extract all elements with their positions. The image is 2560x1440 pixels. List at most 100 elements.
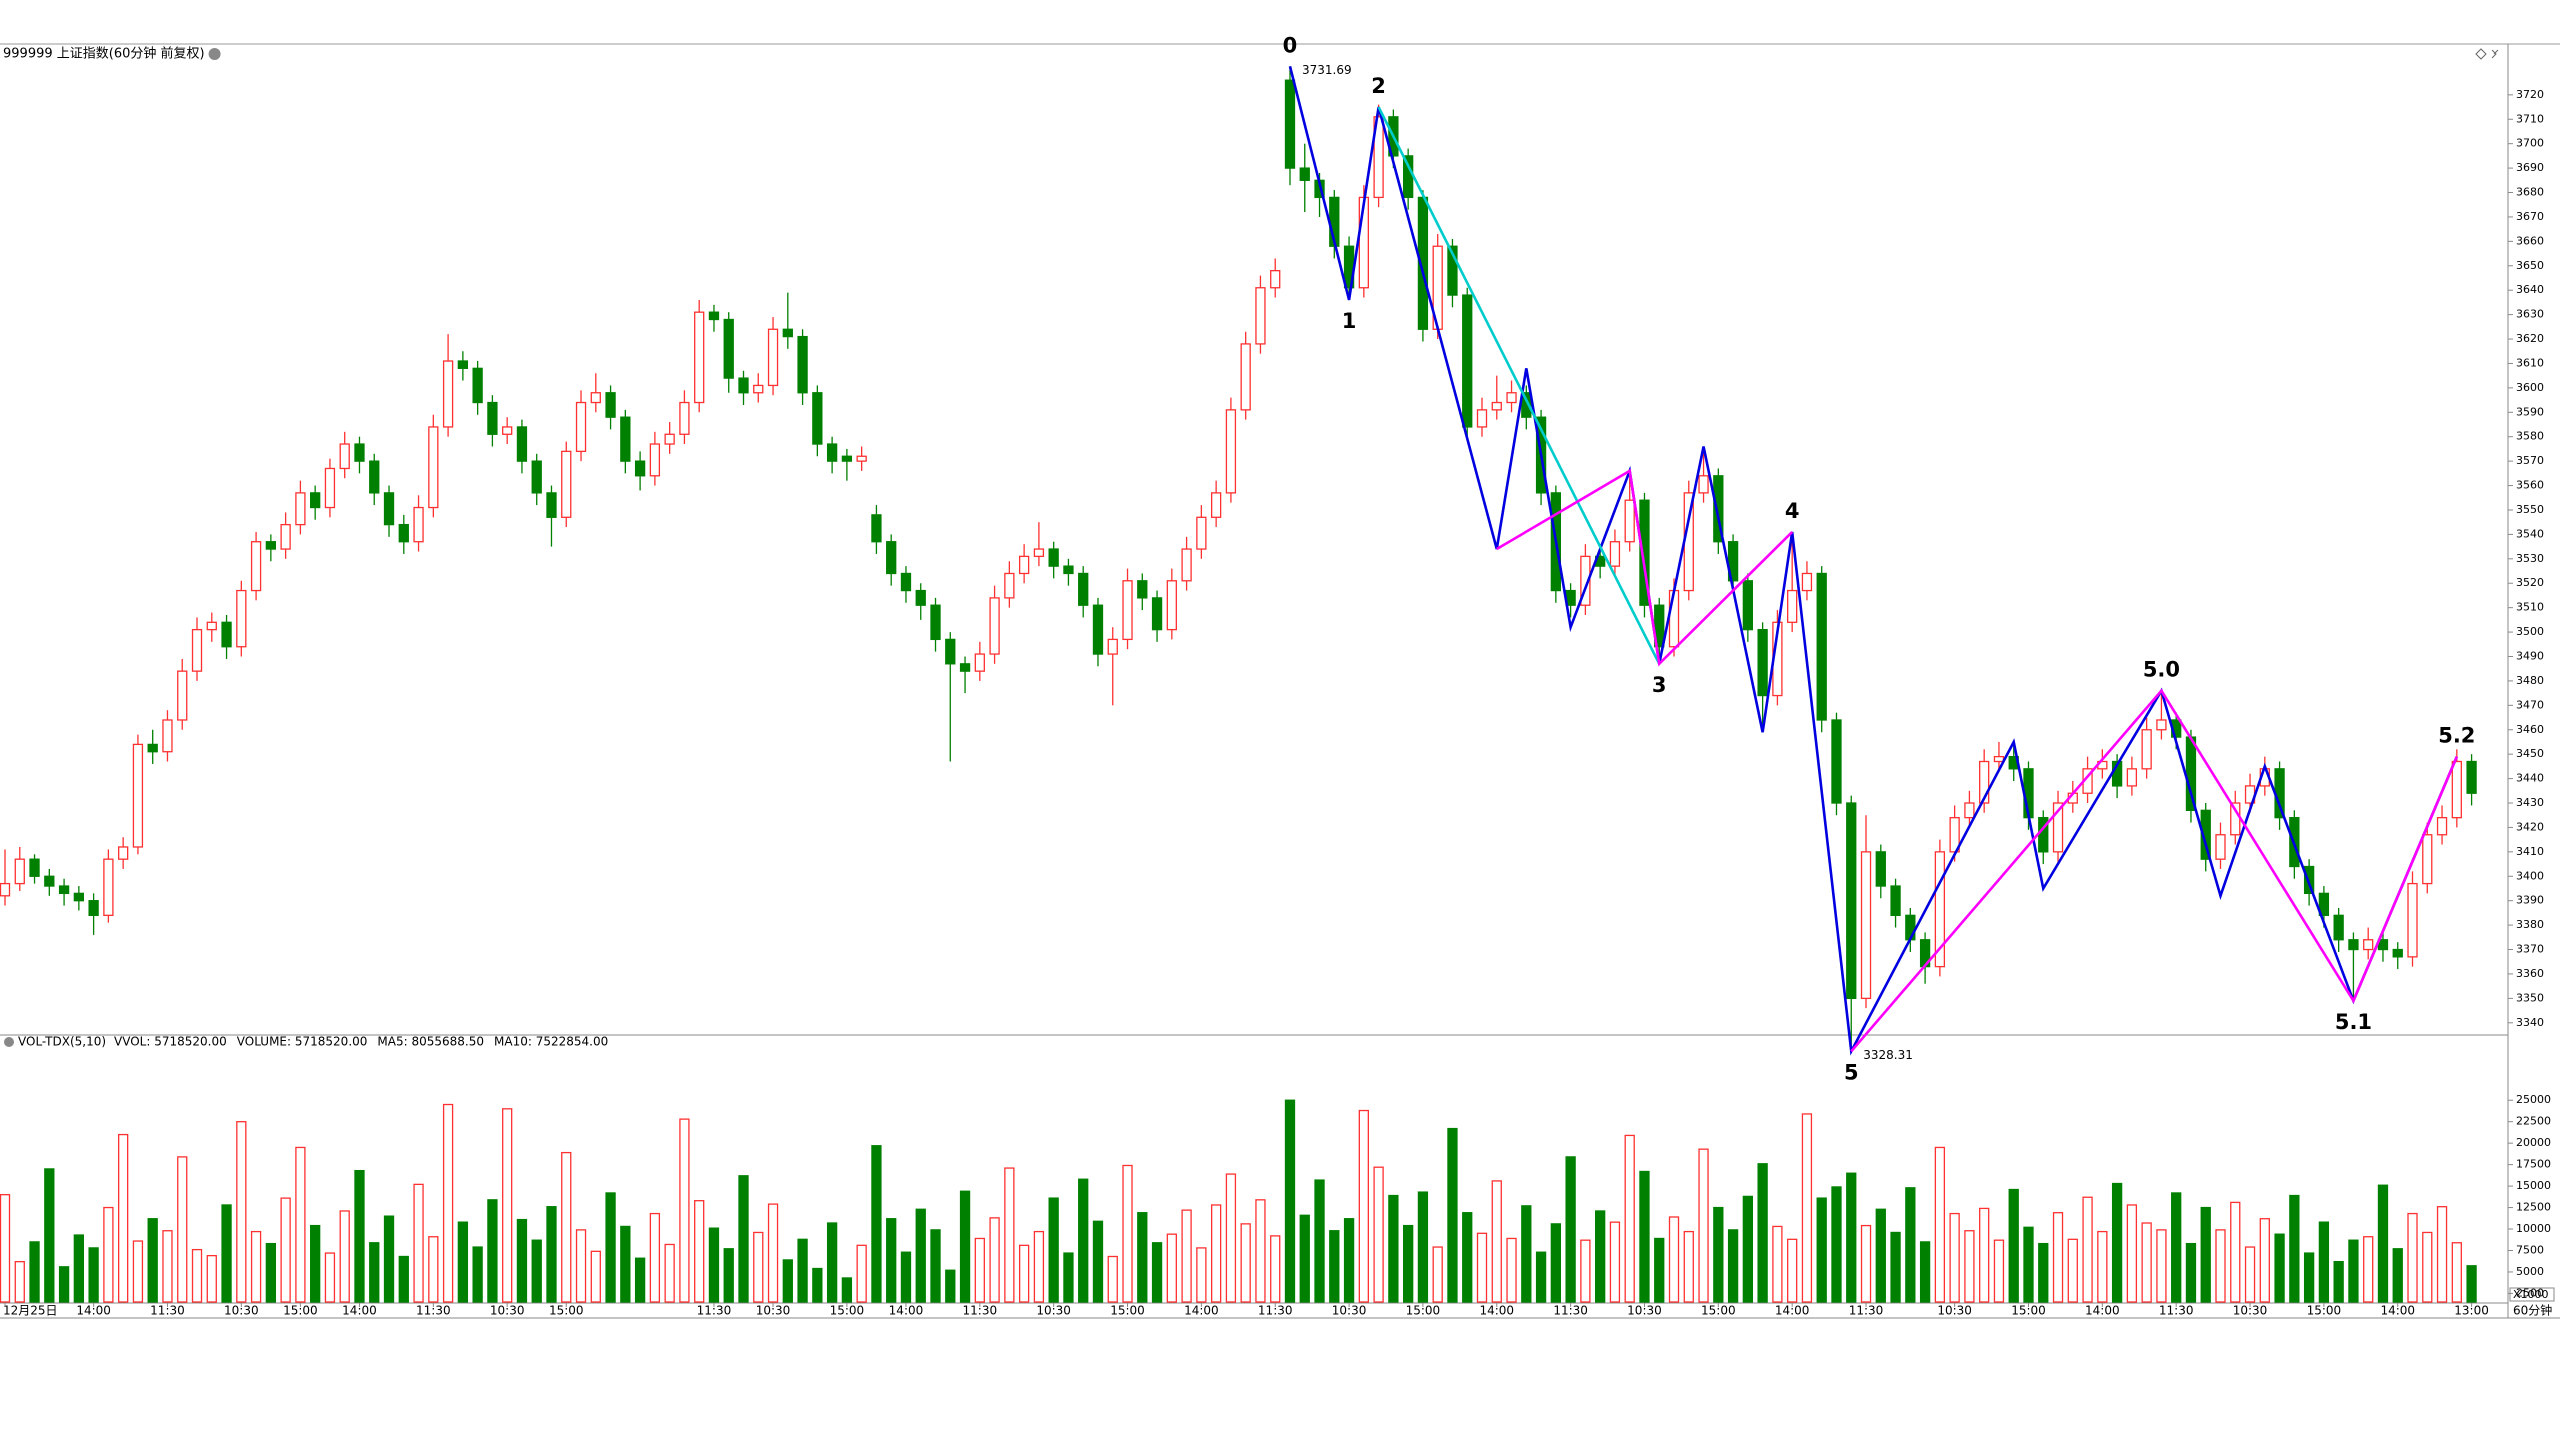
volume-bar (1595, 1210, 1606, 1303)
volume-bar (236, 1121, 247, 1303)
panel-icon[interactable] (2475, 48, 2487, 60)
candle-body (1151, 597, 1163, 631)
candle-body (280, 523, 291, 550)
y-tick-label: 3650 (2516, 259, 2544, 272)
volume-tick-label: 12500 (2516, 1201, 2551, 1214)
volume-tick-label: 15000 (2516, 1179, 2551, 1192)
volume-bar (1004, 1167, 1015, 1303)
candle-body (1713, 475, 1724, 543)
candle-body (1993, 755, 2005, 763)
candle-body (1270, 270, 1281, 289)
volume-bar (1343, 1218, 1355, 1303)
volume-readout: MA5: 8055688.50 (377, 1035, 484, 1049)
candle-body (2333, 914, 2344, 941)
x-tick-label: 10:30 (2233, 1304, 2268, 1318)
volume-bar (280, 1197, 291, 1303)
candle-body (88, 900, 99, 916)
candle-body (14, 858, 25, 885)
volume-bar (1713, 1206, 1724, 1303)
candle-body (812, 392, 823, 445)
candle-body (2052, 802, 2064, 853)
x-tick-label: 15:00 (1701, 1304, 1736, 1318)
volume-bar (1727, 1229, 1739, 1303)
volume-icon[interactable] (4, 1037, 14, 1047)
volume-bar (856, 1244, 867, 1303)
candle-body (2407, 882, 2418, 958)
volume-bar (1654, 1237, 1665, 1303)
volume-bar (2215, 1229, 2226, 1303)
candle-body (265, 541, 277, 550)
volume-bar (103, 1206, 114, 1303)
volume-bar (2451, 1242, 2462, 1303)
volume-bar (1979, 1207, 1990, 1303)
volume-bar (2407, 1212, 2418, 1303)
volume-bar (2244, 1246, 2256, 1303)
volume-bar (428, 1236, 439, 1303)
volume-bar (14, 1260, 25, 1303)
wave-label: 0 (1283, 33, 1298, 57)
volume-bar (516, 1218, 528, 1303)
volume-bar (1565, 1156, 1576, 1303)
y-tick-label: 3420 (2516, 820, 2544, 833)
candle-body (959, 663, 971, 672)
candle-body (398, 523, 409, 543)
candle-body (1964, 802, 1975, 819)
candle-body (915, 589, 926, 606)
y-tick-label: 3600 (2516, 381, 2544, 394)
volume-tick-label: 10000 (2516, 1222, 2551, 1235)
volume-bar (310, 1224, 321, 1303)
candle-body (989, 597, 1000, 655)
volume-bar (29, 1241, 40, 1303)
x-tick-label: 10:30 (1332, 1304, 1367, 1318)
y-tick-label: 3660 (2516, 234, 2544, 247)
volume-bar (531, 1239, 542, 1303)
candle-body (2363, 939, 2374, 951)
candle-body (1521, 392, 1532, 418)
volume-bar (812, 1267, 823, 1303)
candle-body (1801, 572, 1813, 592)
candle-body (2451, 760, 2462, 819)
y-tick-label: 3610 (2516, 356, 2544, 369)
volume-bar (2082, 1196, 2093, 1303)
volume-bar (88, 1247, 99, 1303)
title-icon[interactable] (208, 48, 221, 60)
wave-label: 5.0 (2143, 658, 2180, 682)
y-tick-label: 3560 (2516, 479, 2544, 492)
candle-body (1255, 287, 1266, 345)
panel-icon[interactable] (2491, 49, 2499, 59)
y-tick-label: 3460 (2516, 723, 2544, 736)
volume-bar (2008, 1188, 2019, 1303)
volume-bar (826, 1222, 838, 1303)
volume-bar (250, 1230, 262, 1303)
wave-label: 5.2 (2438, 724, 2475, 748)
x-tick-label: 11:30 (963, 1304, 998, 1318)
candle-body (2466, 760, 2477, 794)
candle-body (1624, 499, 1635, 543)
candle-body (1875, 851, 1886, 887)
candle-body (2318, 892, 2330, 916)
x-tick-label: 10:30 (1937, 1304, 1972, 1318)
volume-bar (1787, 1238, 1798, 1303)
candle-body (1757, 628, 1768, 697)
volume-bar (1299, 1214, 1310, 1303)
candle-body (2422, 834, 2433, 885)
candle-body (1934, 851, 1946, 968)
volume-bar (723, 1248, 734, 1303)
volume-bar (1196, 1247, 1207, 1303)
volume-bar (2363, 1236, 2374, 1303)
wave-line (1496, 468, 1794, 667)
volume-bar (1033, 1230, 1045, 1303)
volume-bar (1934, 1146, 1946, 1303)
candle-body (561, 450, 572, 518)
candle-body (1122, 580, 1133, 641)
candle-body (2185, 736, 2197, 811)
volume-bar (1846, 1172, 1857, 1303)
volume-readout: MA10: 7522854.00 (494, 1035, 608, 1049)
candle-body (369, 460, 380, 494)
volume-bar (989, 1217, 1000, 1303)
y-tick-label: 3520 (2516, 576, 2544, 589)
volume-bar (118, 1133, 129, 1303)
volume-bar (2318, 1221, 2330, 1303)
x-tick-label: 14:00 (2380, 1304, 2415, 1318)
